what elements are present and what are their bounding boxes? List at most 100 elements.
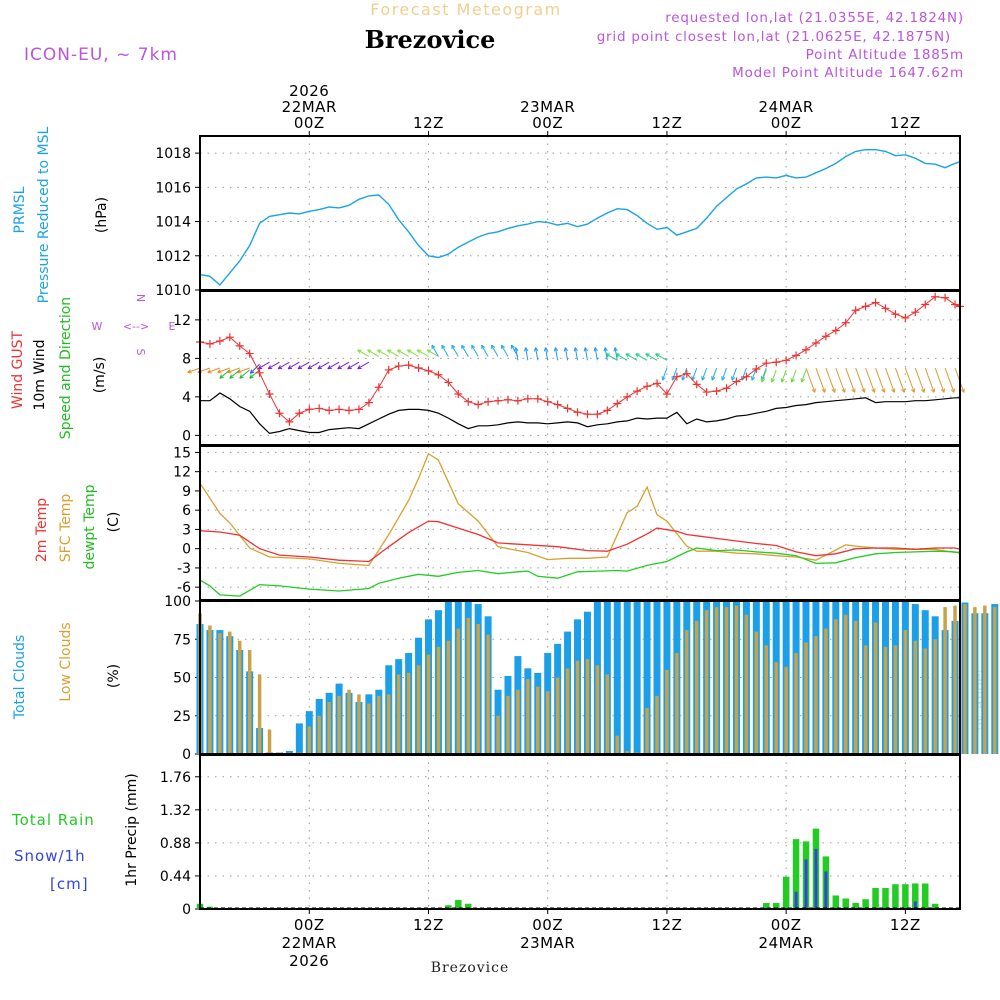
wind-gust-marker: [633, 387, 642, 396]
low-cloud-bar: [456, 628, 461, 754]
low-cloud-bar: [973, 607, 977, 754]
low-cloud-bar: [396, 674, 401, 754]
wind-direction-arrow: [761, 369, 767, 383]
low-cloud-bar: [426, 654, 431, 754]
wind-direction-arrowhead: [431, 344, 436, 348]
compass-north: N: [134, 294, 147, 302]
temperature-ytick-label: -3: [177, 561, 191, 577]
wind-gust-marker: [354, 405, 363, 414]
low-cloud-bar: [665, 669, 669, 754]
rain-bar: [852, 902, 859, 909]
wind-direction-arrowhead: [451, 344, 456, 348]
wind-unit: (m/s): [92, 357, 108, 394]
low-cloud-bar: [605, 674, 610, 754]
wind-gust-marker: [911, 308, 920, 317]
wind-gust-marker: [861, 302, 870, 311]
wind-gust-marker: [682, 369, 691, 378]
temp-label-sfc: SFC Temp: [58, 494, 74, 563]
wind-direction-arrowhead: [337, 365, 341, 370]
wind-direction-arrow: [249, 369, 260, 379]
wind-gust-marker: [662, 389, 671, 398]
wind-direction-arrowhead: [950, 389, 955, 393]
wind-direction-arrow: [805, 367, 816, 393]
rain-bar: [912, 883, 919, 909]
bottom-time-label: 12Z: [890, 916, 921, 934]
model-altitude: Model Point Altitude 1647.62m: [732, 65, 964, 81]
pressure-label-prmsl: PRMSL: [12, 186, 28, 233]
wind-direction-arrowhead: [930, 389, 935, 393]
rain-bar: [464, 903, 472, 909]
wind-direction-arrowhead: [603, 347, 606, 352]
location-title: Brezovice: [365, 25, 496, 54]
pressure-ytick-label: 1014: [155, 215, 191, 231]
low-cloud-bar: [337, 695, 341, 754]
wind-direction-arrow: [426, 349, 439, 357]
wind-gust-marker: [205, 339, 214, 348]
low-cloud-bar: [476, 623, 480, 754]
wind-direction-arrowhead: [249, 376, 254, 379]
wind-direction-arrow: [815, 367, 826, 393]
wind-direction-arrowhead: [831, 389, 836, 393]
total-cloud-bar: [613, 601, 621, 754]
snow-bar: [804, 859, 808, 909]
low-cloud-bar: [784, 666, 788, 754]
total-cloud-bar: [295, 723, 303, 754]
top-time-label: 12Z: [651, 114, 682, 132]
pressure-ytick-label: 1010: [155, 283, 191, 299]
low-cloud-bar: [228, 631, 232, 754]
top-time-label: 2026: [289, 82, 329, 100]
wind-gust-marker: [345, 406, 354, 415]
wind-direction-arrowhead: [267, 365, 271, 370]
total-cloud-bar: [633, 601, 641, 754]
wind-direction-arrow: [781, 369, 787, 383]
wind-direction-arrowhead: [791, 378, 795, 383]
bottom-time-label: 00Z: [294, 916, 325, 934]
wind-direction-arrowhead: [841, 389, 846, 393]
wind-direction-arrowhead: [501, 344, 506, 348]
wind-gust-marker: [454, 389, 463, 398]
wind-gust-marker: [235, 341, 244, 350]
wind-direction-arrow: [431, 344, 439, 357]
wind-direction-arrow: [771, 369, 777, 383]
wind-direction-arrowhead: [615, 353, 619, 358]
wind-direction-arrowhead: [249, 369, 253, 374]
wind-direction-arrowhead: [662, 377, 666, 381]
wind-direction-arrow: [835, 367, 846, 393]
wind-direction-arrow: [671, 367, 678, 381]
temperature-ytick-label: 0: [182, 542, 191, 558]
wind-gust-marker: [573, 408, 582, 417]
wind-direction-arrowhead: [347, 365, 351, 370]
wind-direction-arrow: [397, 349, 409, 357]
wind-direction-arrowhead: [533, 347, 537, 352]
wind-gust-marker: [613, 399, 622, 408]
wind-gust-marker: [553, 400, 562, 409]
wind-direction-arrowhead: [920, 389, 925, 393]
wind-gust-marker: [951, 300, 960, 309]
wind-gust-marker: [523, 394, 532, 403]
wind-direction-arrow: [229, 369, 241, 379]
low-cloud-bar: [625, 750, 629, 754]
panel-frame: [199, 445, 961, 601]
wind-gust-marker: [563, 404, 572, 413]
wind-gust-marker: [821, 332, 830, 341]
low-cloud-bar: [754, 631, 759, 754]
pressure-ytick-label: 1018: [155, 146, 191, 162]
wind-direction-arrowhead: [881, 389, 885, 393]
wind-gust-marker: [931, 292, 940, 301]
low-cloud-bar: [416, 665, 421, 754]
wind-direction-arrowhead: [229, 376, 234, 379]
clouds-ytick-label: 100: [164, 594, 191, 610]
low-cloud-bar: [913, 640, 918, 754]
low-cloud-bar: [893, 645, 898, 754]
wind-direction-arrow: [237, 367, 250, 373]
wind-gust-marker: [543, 397, 552, 406]
wind-direction-arrow: [267, 361, 280, 370]
low-cloud-bar: [794, 653, 798, 754]
temp-label-2m: 2m Temp: [34, 498, 50, 562]
low-cloud-bar: [675, 653, 679, 754]
low-cloud-bar: [555, 677, 560, 754]
temperature-ytick-label: 15: [173, 445, 191, 461]
wind-direction-arrow: [277, 361, 290, 370]
wind-direction-arrow: [219, 369, 231, 379]
